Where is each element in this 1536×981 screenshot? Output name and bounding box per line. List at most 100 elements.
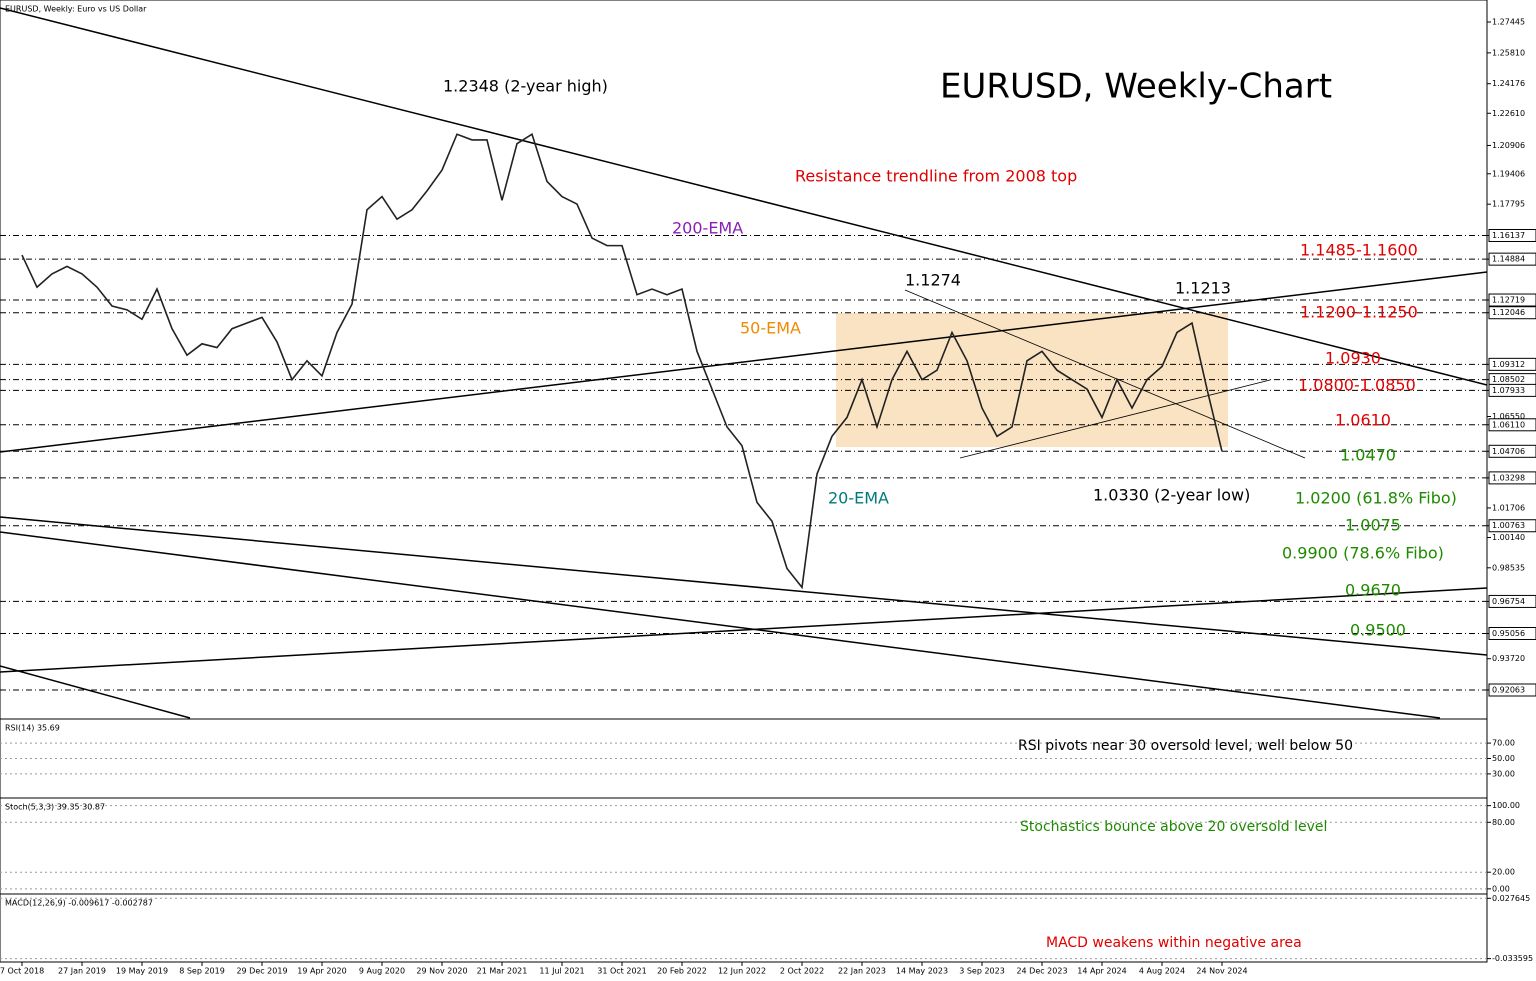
x-tick-label: 19 Apr 2020 <box>297 967 346 976</box>
trendline <box>959 379 1271 459</box>
x-tick-label: 24 Dec 2023 <box>1016 967 1067 976</box>
chart-header: EURUSD, Weekly: Euro vs US Dollar <box>5 5 147 14</box>
y-tick-label: 1.19406 <box>1492 169 1525 178</box>
x-tick-label: 24 Nov 2024 <box>1196 967 1247 976</box>
trendline <box>0 531 1441 719</box>
annotation: Resistance trendline from 2008 top <box>795 167 1077 186</box>
y-tick-label: 80.00 <box>1492 818 1515 827</box>
panel-note: MACD weakens within negative area <box>1046 935 1302 951</box>
panel-header: Stoch(5,3,3) 39.35 30.87 <box>5 803 105 812</box>
trendline <box>0 587 1488 673</box>
chart-title: EURUSD, Weekly-Chart <box>940 67 1332 107</box>
panel-note: Stochastics bounce above 20 oversold lev… <box>1020 819 1327 835</box>
y-tick-label: 0.027645 <box>1492 894 1530 903</box>
y-tick-label: 1.27445 <box>1492 17 1525 26</box>
y-tick-label: 0.95056 <box>1492 629 1525 638</box>
x-tick-label: 29 Dec 2019 <box>236 967 287 976</box>
y-tick-label: 1.00763 <box>1492 521 1525 530</box>
trendline <box>0 665 191 719</box>
y-tick-label: 1.06110 <box>1492 420 1525 429</box>
y-tick-label: 1.22610 <box>1492 109 1525 118</box>
level-box <box>1488 228 1536 242</box>
y-tick-label: 0.00 <box>1492 884 1510 893</box>
y-tick-label: 20.00 <box>1492 868 1515 877</box>
plot-frame <box>0 0 1488 963</box>
y-tick-label: 1.25810 <box>1492 48 1525 57</box>
annotation: 1.0610 <box>1335 411 1391 430</box>
x-tick-label: 22 Jan 2023 <box>838 967 886 976</box>
annotation: 1.1200-1.1250 <box>1300 303 1418 322</box>
y-tick-label: 1.03298 <box>1492 473 1525 482</box>
annotation: 0.9900 (78.6% Fibo) <box>1282 544 1444 563</box>
x-tick-label: 4 Aug 2024 <box>1139 967 1185 976</box>
level-box <box>1488 418 1536 432</box>
y-tick-label: 1.12046 <box>1492 308 1525 317</box>
annotation: 1.0075 <box>1345 516 1401 535</box>
x-tick-label: 29 Nov 2020 <box>416 967 467 976</box>
level-box <box>1488 306 1536 320</box>
panel-header: MACD(12,26,9) -0.009617 -0.002787 <box>5 899 153 908</box>
trendline <box>0 271 1488 453</box>
x-tick-label: 3 Sep 2023 <box>959 967 1005 976</box>
trendline <box>0 516 1488 656</box>
x-tick-label: 14 Apr 2024 <box>1077 967 1126 976</box>
y-tick-label: 50.00 <box>1492 754 1515 763</box>
panel-header: RSI(14) 35.69 <box>5 724 60 733</box>
annotation: 1.0330 (2-year low) <box>1093 486 1250 505</box>
y-tick-label: 70.00 <box>1492 739 1515 748</box>
level-box <box>1488 594 1536 608</box>
level-box <box>1488 357 1536 371</box>
y-tick-label: 1.20906 <box>1492 141 1525 150</box>
y-tick-label: 1.07933 <box>1492 386 1525 395</box>
annotation: 1.1213 <box>1175 279 1231 298</box>
trendline <box>904 289 1306 459</box>
annotation: 1.0200 (61.8% Fibo) <box>1295 489 1457 508</box>
x-tick-label: 14 May 2023 <box>896 967 948 976</box>
annotation: 1.1485-1.1600 <box>1300 241 1418 260</box>
y-tick-label: 1.17795 <box>1492 200 1525 209</box>
y-tick-label: 1.24176 <box>1492 79 1525 88</box>
annotation: 1.1274 <box>905 271 961 290</box>
y-tick-label: -0.033595 <box>1492 954 1533 963</box>
level-box <box>1488 519 1536 533</box>
y-tick-label: 30.00 <box>1492 769 1515 778</box>
x-tick-label: 11 Jul 2021 <box>539 967 584 976</box>
y-tick-label: 1.00140 <box>1492 533 1525 542</box>
level-box <box>1488 293 1536 307</box>
level-box <box>1488 383 1536 397</box>
y-tick-label: 1.16137 <box>1492 231 1525 240</box>
x-tick-label: 19 May 2019 <box>116 967 168 976</box>
annotation: 50-EMA <box>740 319 801 338</box>
x-tick-label: 12 Jun 2022 <box>718 967 766 976</box>
y-tick-label: 0.92063 <box>1492 686 1525 695</box>
x-tick-label: 7 Oct 2018 <box>0 967 44 976</box>
annotation: 1.0800-1.0850 <box>1298 376 1416 395</box>
trendline <box>0 7 1488 386</box>
y-tick-label: 1.12719 <box>1492 296 1525 305</box>
annotation: 0.9500 <box>1350 621 1406 640</box>
annotation: 1.0930 <box>1325 349 1381 368</box>
x-tick-label: 27 Jan 2019 <box>58 967 106 976</box>
annotation: 20-EMA <box>828 489 889 508</box>
level-box <box>1488 471 1536 485</box>
y-tick-label: 0.93720 <box>1492 654 1525 663</box>
y-tick-label: 1.06550 <box>1492 412 1525 421</box>
panel-note: RSI pivots near 30 oversold level, well … <box>1018 738 1353 754</box>
price-line <box>21 133 1223 590</box>
y-tick-label: 1.09312 <box>1492 360 1525 369</box>
x-tick-label: 31 Oct 2021 <box>597 967 646 976</box>
x-tick-label: 8 Sep 2019 <box>179 967 225 976</box>
annotation: 1.0470 <box>1340 446 1396 465</box>
y-tick-label: 1.08502 <box>1492 375 1525 384</box>
level-box <box>1488 444 1536 458</box>
level-box <box>1488 683 1536 697</box>
annotation: 200-EMA <box>672 219 743 238</box>
x-tick-label: 21 Mar 2021 <box>477 967 528 976</box>
y-tick-label: 0.96754 <box>1492 597 1525 606</box>
x-tick-label: 9 Aug 2020 <box>359 967 405 976</box>
level-box <box>1488 252 1536 266</box>
y-tick-label: 100.00 <box>1492 801 1520 810</box>
y-tick-label: 1.14884 <box>1492 255 1525 264</box>
x-tick-label: 2 Oct 2022 <box>780 967 824 976</box>
annotation: 0.9670 <box>1345 581 1401 600</box>
